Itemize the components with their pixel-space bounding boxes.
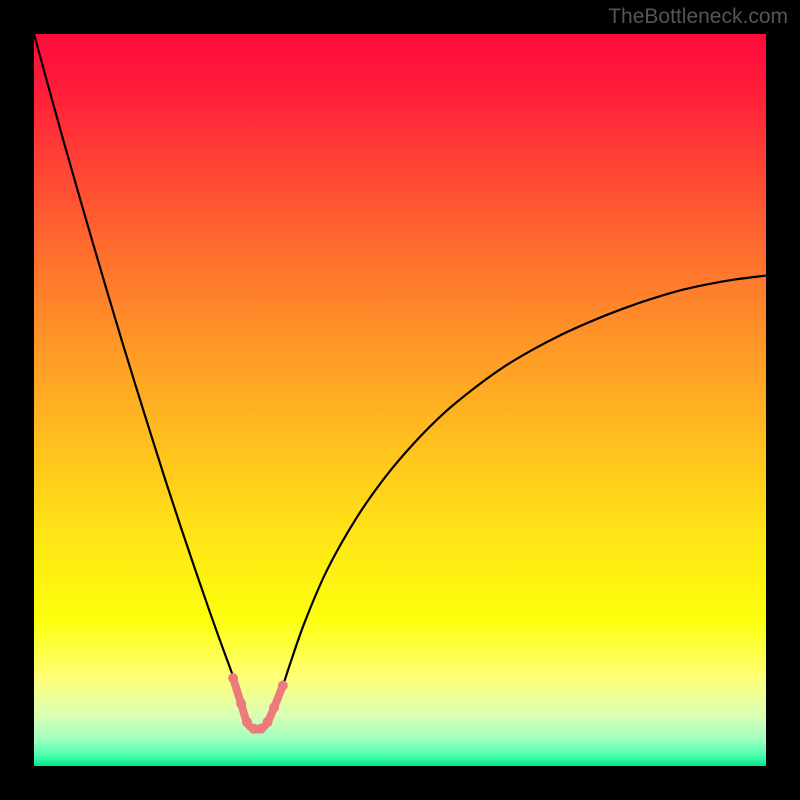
gradient-background: [34, 34, 766, 766]
watermark-text: TheBottleneck.com: [608, 5, 788, 29]
chart-container: TheBottleneck.com: [0, 0, 800, 800]
plot-area: [34, 34, 766, 766]
